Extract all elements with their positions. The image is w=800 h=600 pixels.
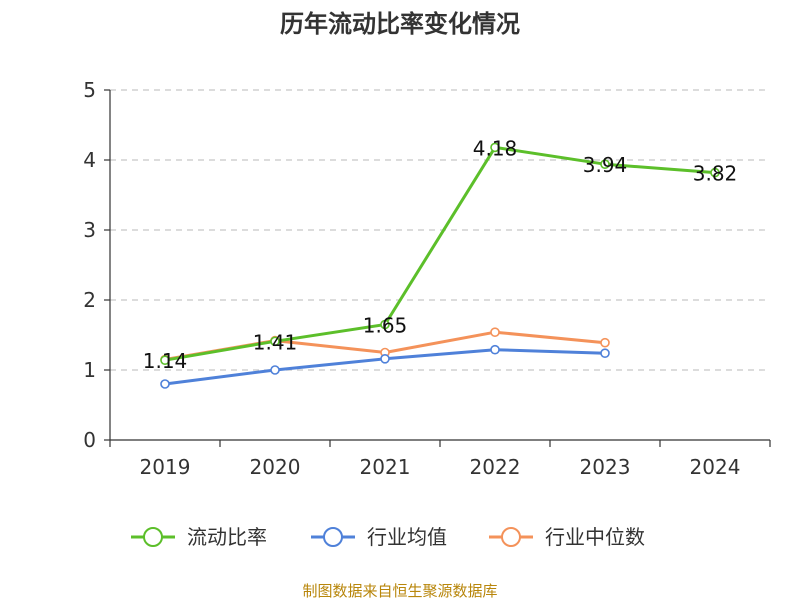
data-point	[710, 167, 720, 178]
y-tick-label: 2	[83, 288, 96, 312]
series-lines	[160, 142, 720, 389]
data-point	[380, 353, 390, 364]
data-label: 1.41	[253, 330, 298, 354]
x-tick-label: 2020	[250, 455, 301, 479]
legend-item[interactable]: 行业中位数	[489, 525, 645, 549]
data-point	[490, 344, 500, 355]
data-point	[160, 355, 170, 366]
legend-swatch-marker	[501, 527, 521, 547]
legend-swatch-marker	[323, 527, 343, 547]
grid-lines	[110, 89, 770, 371]
y-tick-label: 1	[83, 358, 96, 382]
data-point	[600, 337, 610, 348]
legend-swatch-marker	[143, 527, 163, 547]
legend-item[interactable]: 行业均值	[311, 525, 447, 549]
legend-label: 流动比率	[187, 525, 267, 549]
data-point	[490, 327, 500, 338]
x-tick-label: 2023	[580, 455, 631, 479]
source-note: 制图数据来自恒生聚源数据库	[302, 582, 497, 600]
y-tick-label: 5	[83, 78, 96, 102]
data-labels: 1.14 1.41 1.65 4.18 3.94 3.82	[143, 136, 738, 373]
x-tick-label: 2021	[360, 455, 411, 479]
chart-title: 历年流动比率变化情况	[280, 10, 520, 38]
y-tick-label: 0	[83, 428, 96, 452]
legend[interactable]: 流动比率 行业均值 行业中位数	[131, 525, 645, 549]
x-tick-label: 2024	[690, 455, 741, 479]
data-label: 3.94	[583, 153, 628, 177]
data-label: 3.82	[693, 162, 738, 186]
data-label: 4.18	[473, 136, 518, 160]
data-label: 1.14	[143, 349, 188, 373]
data-label: 1.65	[363, 314, 408, 338]
data-point	[600, 348, 610, 359]
x-tick-label: 2022	[470, 455, 521, 479]
legend-label: 行业中位数	[545, 525, 645, 549]
data-point	[490, 142, 500, 153]
data-point	[270, 336, 280, 347]
y-tick-label: 3	[83, 218, 96, 242]
axes: 0 1 2 3 4 5 2019 2020 2021 2022 2023 2024	[83, 78, 771, 479]
data-point	[160, 379, 170, 389]
data-point	[270, 365, 280, 375]
legend-label: 行业均值	[367, 525, 447, 549]
data-point	[600, 159, 610, 169]
legend-item[interactable]: 流动比率	[131, 525, 267, 549]
data-point	[380, 319, 390, 330]
y-tick-label: 4	[83, 148, 96, 172]
x-tick-label: 2019	[140, 455, 191, 479]
series-line	[164, 145, 716, 362]
